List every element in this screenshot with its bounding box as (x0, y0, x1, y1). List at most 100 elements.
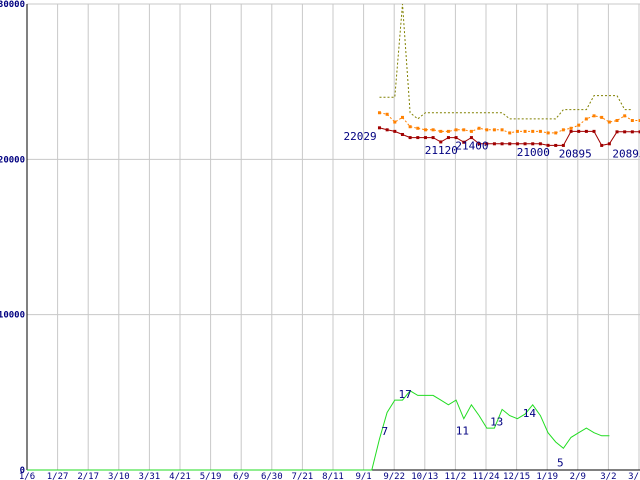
data-label: 21400 (455, 140, 488, 153)
series-marker-2 (408, 125, 412, 129)
series-marker-3 (462, 140, 466, 144)
series-marker-3 (538, 142, 542, 146)
series-marker-2 (600, 115, 604, 119)
series-marker-2 (584, 117, 588, 121)
series-marker-2 (385, 112, 389, 116)
series-marker-2 (623, 114, 627, 118)
x-tick-label: 3/10 (108, 472, 130, 480)
x-tick-label: 5/19 (200, 472, 222, 480)
data-label: 22029 (343, 130, 376, 143)
series-marker-2 (492, 128, 496, 132)
data-label: 14 (523, 407, 537, 420)
series-marker-2 (416, 126, 420, 130)
series-marker-2 (423, 128, 427, 132)
series-marker-3 (623, 130, 627, 134)
series-marker-3 (592, 129, 596, 133)
y-tick-label: 0 (20, 466, 25, 476)
series-marker-3 (469, 136, 473, 140)
x-tick-label: 6/30 (261, 472, 283, 480)
x-tick-label: 3/2 (600, 472, 616, 480)
series-marker-3 (439, 140, 443, 144)
series-marker-2 (508, 131, 512, 135)
series-marker-2 (523, 129, 527, 133)
y-tick-label: 10000 (0, 311, 25, 321)
series-marker-2 (592, 114, 596, 118)
x-tick-label: 9/22 (383, 472, 405, 480)
data-label: 5 (557, 456, 564, 469)
series-marker-2 (446, 129, 450, 133)
x-tick-label: 9/1 (355, 472, 371, 480)
y-tick-label: 20000 (0, 155, 25, 165)
y-tick-label: 30000 (0, 0, 25, 10)
series-marker-3 (431, 136, 435, 140)
series-marker-3 (607, 142, 611, 146)
x-tick-label: 7/21 (292, 472, 314, 480)
series-marker-2 (431, 128, 435, 132)
series-marker-2 (577, 123, 581, 127)
series-marker-2 (454, 128, 458, 132)
series-marker-3 (454, 136, 458, 140)
x-tick-label: 4/21 (169, 472, 191, 480)
series-marker-3 (492, 142, 496, 146)
x-tick-label: 10/13 (411, 472, 438, 480)
series-marker-2 (515, 129, 519, 133)
data-label: 21120 (425, 144, 458, 157)
series-marker-3 (515, 142, 519, 146)
series-line-4 (27, 390, 610, 471)
series-marker-3 (638, 130, 640, 134)
data-label: 21000 (517, 146, 550, 159)
x-tick-label: 1/6 (19, 472, 35, 480)
series-marker-2 (554, 131, 558, 135)
data-label: 7 (381, 425, 388, 438)
x-tick-label: 2/9 (570, 472, 586, 480)
series-marker-2 (546, 131, 550, 135)
data-label: 17 (398, 388, 411, 401)
x-tick-label: 12/15 (503, 472, 530, 480)
annotation-group: 2202921120214002100020895208952177071711… (343, 130, 640, 469)
series-marker-3 (408, 136, 412, 140)
series-marker-3 (477, 142, 481, 146)
series-marker-2 (561, 128, 565, 132)
series-marker-3 (569, 129, 573, 133)
x-tick-label: 1/27 (47, 472, 69, 480)
grid (27, 3, 640, 470)
series-marker-3 (531, 142, 535, 146)
series-marker-2 (500, 128, 504, 132)
series-marker-2 (569, 126, 573, 130)
x-tick-label: 11/2 (445, 472, 467, 480)
series-marker-3 (546, 143, 550, 147)
series-marker-3 (584, 129, 588, 133)
data-label: 20895 (612, 147, 640, 160)
series-marker-2 (469, 129, 473, 133)
series-marker-2 (439, 129, 443, 133)
series-marker-2 (462, 128, 466, 132)
x-tick-label: 11/24 (472, 472, 499, 480)
series-group (27, 3, 640, 471)
series-marker-3 (630, 130, 634, 134)
series-marker-3 (385, 128, 389, 132)
series-marker-2 (607, 120, 611, 124)
series-marker-2 (538, 129, 542, 133)
x-tick-label: 3/31 (139, 472, 161, 480)
series-marker-3 (508, 142, 512, 146)
series-marker-3 (423, 136, 427, 140)
x-tick-label: 8/11 (322, 472, 344, 480)
x-tick-label: 6/9 (233, 472, 249, 480)
series-marker-3 (615, 130, 619, 134)
x-tick-label: 1/19 (536, 472, 558, 480)
series-marker-3 (577, 129, 581, 133)
series-marker-3 (400, 132, 404, 136)
series-marker-2 (615, 119, 619, 122)
series-marker-3 (485, 142, 489, 146)
data-label: 20895 (559, 147, 592, 160)
series-marker-3 (377, 126, 381, 130)
x-tick-label: 2/17 (77, 472, 99, 480)
series-marker-3 (554, 143, 558, 147)
data-label: 11 (456, 425, 469, 438)
series-marker-3 (500, 142, 504, 146)
series-marker-3 (523, 142, 527, 146)
series-marker-2 (400, 115, 404, 119)
series-line-1 (379, 3, 633, 120)
